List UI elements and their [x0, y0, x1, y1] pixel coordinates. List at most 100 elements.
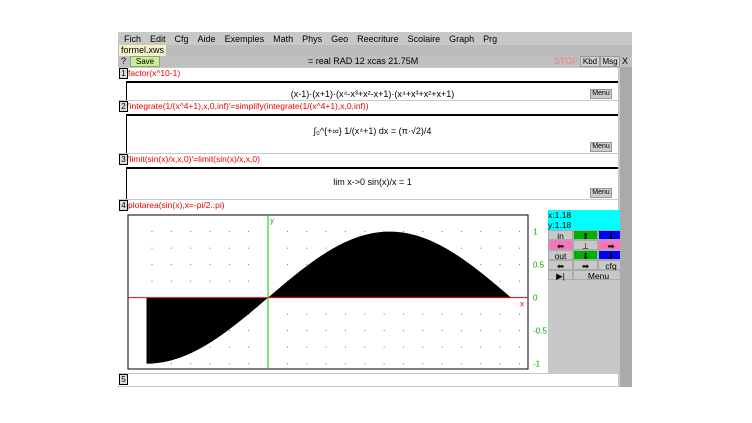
scrollbar[interactable]	[620, 67, 632, 387]
command-input[interactable]: 'integrate(1/(x^4+1),x,0,inf)'=simplify(…	[128, 101, 369, 111]
grid-dot	[480, 363, 482, 365]
grid-dot	[151, 231, 153, 233]
grid-dot	[170, 264, 172, 266]
output-text: (x-1)·(x+1)·(x⁴-x³+x²-x+1)·(x⁴+x³+x²+x+1…	[290, 89, 455, 99]
menu-exemples[interactable]: Exemples	[224, 33, 265, 44]
save-button[interactable]: Save	[130, 56, 160, 67]
close-button[interactable]: X	[622, 56, 629, 66]
arrow-down-icon[interactable]: ⬇	[573, 250, 598, 261]
arrow-up-icon[interactable]: ⬆	[573, 230, 598, 241]
menu-button[interactable]: Menu	[590, 142, 612, 152]
x-tick-label: 1	[343, 371, 348, 372]
plot-controls: x:1.18 y:1.18 in ⬆ ⬆ ⬅ ⊥ ➡ out ⬇ ⬇ ⬅ ➡ c…	[548, 210, 624, 380]
grid-dot	[499, 313, 501, 315]
grid-dot	[344, 313, 346, 315]
grid-dot	[364, 330, 366, 332]
grid-dot	[248, 264, 250, 266]
zoom-in-button[interactable]: in	[548, 230, 573, 241]
menu-prg[interactable]: Prg	[483, 33, 498, 44]
grid-dot	[228, 247, 230, 249]
plot-canvas[interactable]: -1 0 1 2 3 1 0.5 0 -0.5 -1 x y	[126, 212, 548, 372]
grid-dot	[286, 313, 288, 315]
output: (x-1)·(x+1)·(x⁴-x³+x²-x+1)·(x⁴+x³+x²+x+1…	[126, 81, 618, 100]
grid-dot	[325, 346, 327, 348]
menu-cfg[interactable]: Cfg	[174, 33, 189, 44]
arrow-right-icon[interactable]: ➡	[573, 260, 598, 271]
output-text: lim x->0 sin(x)/x = 1	[333, 177, 412, 187]
menu-scolaire[interactable]: Scolaire	[407, 33, 441, 44]
area-fill	[146, 231, 512, 364]
grid-dot	[402, 346, 404, 348]
arrow-left-icon[interactable]: ⬅	[548, 240, 573, 251]
grid-dot	[170, 280, 172, 282]
y-tick-label: 0	[533, 294, 538, 303]
output-text: ∫₀^{+∞} 1/(x⁴+1) dx = (π·√2)/4	[313, 126, 432, 136]
grid-dot	[306, 363, 308, 365]
y-tick-label: -0.5	[533, 327, 547, 336]
grid-dot	[422, 313, 424, 315]
grid-dot	[209, 264, 211, 266]
grid-dot	[306, 264, 308, 266]
menu-geo[interactable]: Geo	[331, 33, 349, 44]
zoom-out-button[interactable]: out	[548, 250, 573, 261]
grid-dot	[344, 346, 346, 348]
command-input[interactable]: plotarea(sin(x),x=-pi/2..pi)	[128, 200, 225, 210]
tab-formel[interactable]: formel.xws	[119, 45, 167, 56]
plot-menu-button[interactable]: Menu	[573, 270, 624, 281]
grid-dot	[248, 247, 250, 249]
grid-dot	[170, 363, 172, 365]
grid-dot	[344, 330, 346, 332]
menu-graph[interactable]: Graph	[449, 33, 475, 44]
grid-dot	[190, 280, 192, 282]
axes-icon[interactable]: ⊥	[573, 240, 598, 251]
command-input[interactable]: 'limit(sin(x)/x,x,0)'=limit(sin(x)/x,x,0…	[128, 154, 260, 164]
grid-dot	[325, 313, 327, 315]
grid-dot	[518, 231, 520, 233]
grid-dot	[518, 264, 520, 266]
play-icon[interactable]: ▶|	[548, 270, 573, 281]
grid-dot	[209, 231, 211, 233]
xcas-window: Fich Edit Cfg Aide Exemples Math Phys Geo Reecri…	[118, 32, 632, 387]
stop-button[interactable]: STOP	[554, 56, 579, 66]
help-button[interactable]: ?	[121, 56, 127, 66]
grid-dot	[286, 346, 288, 348]
grid-dot	[518, 247, 520, 249]
grid-dot	[499, 231, 501, 233]
grid-dot	[402, 313, 404, 315]
grid-dot	[151, 264, 153, 266]
grid-dot	[228, 346, 230, 348]
grid-dot	[306, 247, 308, 249]
grid-dot	[383, 363, 385, 365]
grid-dot	[460, 330, 462, 332]
tab-bar: formel.xws	[118, 45, 632, 56]
menu-reecriture[interactable]: Reecriture	[357, 33, 399, 44]
kbd-button[interactable]: Kbd	[580, 56, 600, 67]
arrow-left-icon[interactable]: ⬅	[548, 260, 573, 271]
grid-dot	[518, 346, 520, 348]
grid-dot	[480, 231, 482, 233]
menu-phys[interactable]: Phys	[302, 33, 323, 44]
grid-dot	[499, 363, 501, 365]
command-input[interactable]: factor(x^10-1)	[128, 68, 181, 78]
grid-dot	[286, 247, 288, 249]
menu-fich[interactable]: Fich	[124, 33, 142, 44]
y-coordinate: y:1.18	[548, 220, 572, 230]
menu-math[interactable]: Math	[273, 33, 294, 44]
menu-edit[interactable]: Edit	[150, 33, 166, 44]
grid-dot	[422, 346, 424, 348]
grid-dot	[190, 247, 192, 249]
grid-dot	[499, 330, 501, 332]
menu-aide[interactable]: Aide	[197, 33, 216, 44]
grid-dot	[364, 313, 366, 315]
grid-dot	[306, 346, 308, 348]
grid-dot	[460, 231, 462, 233]
msg-button[interactable]: Msg	[600, 56, 620, 67]
menu-button[interactable]: Menu	[590, 188, 612, 198]
status-text: = real RAD 12 xcas 21.75M	[308, 56, 419, 66]
level-4: 4 plotarea(sin(x),x=-pi/2..pi) -1 0 1 2 3 1 0.…	[118, 200, 618, 373]
menu-button[interactable]: Menu	[590, 89, 612, 99]
grid-dot	[499, 264, 501, 266]
grid-dot	[344, 231, 346, 233]
grid-dot	[325, 330, 327, 332]
grid-dot	[248, 280, 250, 282]
